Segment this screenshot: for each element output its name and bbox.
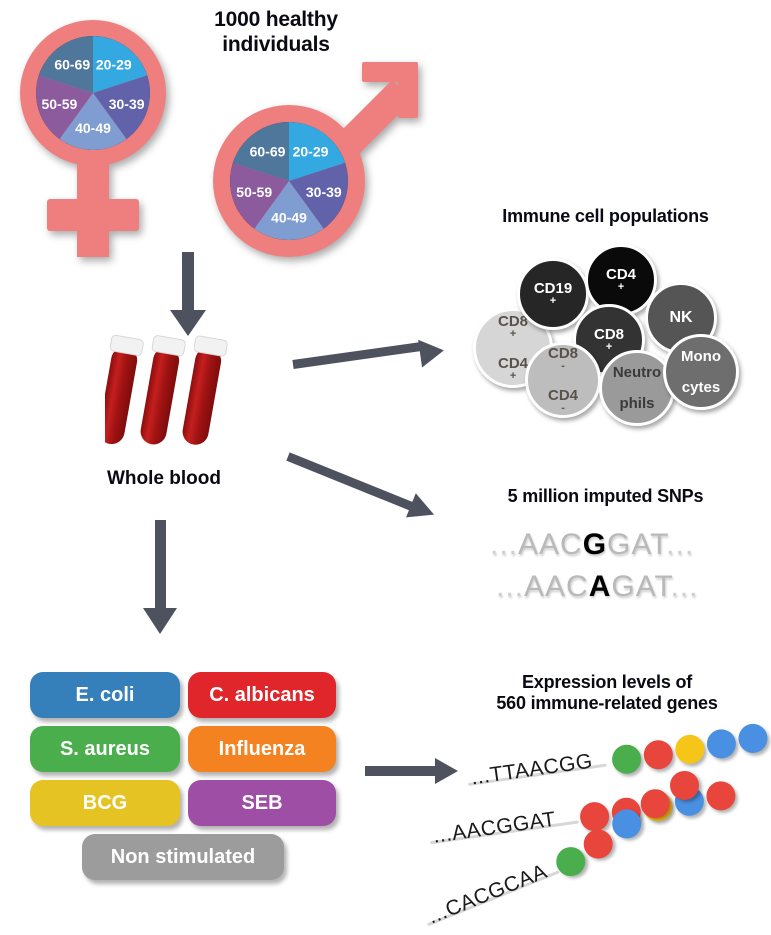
expression-title-line1: Expression levels of <box>521 672 693 692</box>
female-slice-40-49 <box>59 93 127 150</box>
male-label-30-39: 30-39 <box>306 184 342 200</box>
stimulus-influenza[interactable]: Influenza <box>188 726 336 772</box>
snp1-variant: G <box>582 528 608 561</box>
male-pie-svg: 20-29 30-39 40-49 50-59 60-69 <box>230 122 348 240</box>
stimulus-seb-label: SEB <box>241 791 283 814</box>
bead-red <box>578 800 611 834</box>
male-slice-40-49 <box>254 181 324 240</box>
female-label-60-69: 60-69 <box>54 56 90 72</box>
male-slice-60-69 <box>232 122 289 181</box>
cell-cd8p-cd4p-line2: CD4 + <box>497 354 528 382</box>
snp1-prefix: ... <box>490 528 519 561</box>
stimulus-bcg-label: BCG <box>82 791 128 814</box>
bead-green <box>610 742 643 776</box>
stimulus-seb[interactable]: SEB <box>188 780 336 826</box>
bead-blue <box>705 727 738 761</box>
cell-cd4p: CD4 + <box>585 244 657 316</box>
female-label-40-49: 40-49 <box>75 120 111 136</box>
male-label-50-59: 50-59 <box>236 184 272 200</box>
cohort-title-line2: individuals <box>222 32 330 56</box>
blood-tubes-svg <box>98 334 228 445</box>
cell-cd4p-label: CD4 + <box>605 265 636 294</box>
snp2-suffix: ... <box>670 570 699 603</box>
cell-cd8n-cd4n-line2: CD4- <box>547 386 578 414</box>
cell-cd8p-label: CD8 + <box>593 325 624 354</box>
male-label-20-29: 20-29 <box>293 143 329 159</box>
bead-red <box>641 738 675 772</box>
male-symbol: 20-29 30-39 40-49 50-59 60-69 <box>205 60 430 260</box>
stimulus-s-aureus[interactable]: S. aureus <box>30 726 180 772</box>
stimulus-e-coli[interactable]: E. coli <box>30 672 180 718</box>
female-age-pie: 20-29 30-39 40-49 50-59 60-69 <box>36 36 150 150</box>
female-pie-svg: 20-29 30-39 40-49 50-59 60-69 <box>36 36 150 150</box>
female-slice-50-59 <box>36 75 93 140</box>
cell-monocytes: Mono cytes <box>663 334 739 410</box>
page-title-cohort: 1000 healthy individuals <box>176 8 376 58</box>
blood-tubes <box>98 330 245 470</box>
cell-nk-label: NK <box>669 308 693 326</box>
snp2-variant: A <box>588 570 612 603</box>
stimulus-e-coli-label: E. coli <box>75 683 135 706</box>
expression-strands: ...TTAACGG ...AACGGAT ...CACGCAA <box>425 722 771 928</box>
cell-monocytes-line1: Mono <box>681 348 721 366</box>
stimulus-c-albicans[interactable]: C. albicans <box>188 672 336 718</box>
bead-red <box>704 779 738 813</box>
snp2-right: GAT <box>611 570 671 603</box>
section-title-expression: Expression levels of 560 immune-related … <box>452 672 762 714</box>
section-title-immune: Immune cell populations <box>502 206 709 226</box>
snp2-prefix: ... <box>496 570 525 603</box>
female-slice-60-69 <box>38 36 93 93</box>
stimulus-c-albicans-label: C. albicans <box>209 683 315 706</box>
female-label-30-39: 30-39 <box>109 96 145 112</box>
male-arrow-head-side <box>398 62 418 118</box>
stimulus-s-aureus-label: S. aureus <box>59 737 151 760</box>
snp1-right: GAT <box>607 528 667 561</box>
expression-title-line2: 560 immune-related genes <box>496 693 718 714</box>
snp-allele-1: ...AACGGAT... <box>490 528 694 562</box>
stimulus-influenza-label: Influenza <box>218 737 306 760</box>
cell-cd8n-cd4n-line1: CD8- <box>547 345 578 373</box>
female-label-50-59: 50-59 <box>41 96 77 112</box>
stimulus-non-stimulated[interactable]: Non stimulated <box>82 834 284 880</box>
cell-monocytes-line2: cytes <box>681 378 721 396</box>
snp1-suffix: ... <box>666 528 695 561</box>
female-label-20-29: 20-29 <box>96 56 132 72</box>
male-label-60-69: 60-69 <box>250 143 286 159</box>
snp-sequences: ...AACGGAT... ...AACAGAT... <box>490 528 740 618</box>
cell-cd19p-label: CD19 + <box>533 279 573 308</box>
male-age-pie: 20-29 30-39 40-49 50-59 60-69 <box>230 122 348 240</box>
female-symbol: 20-29 30-39 40-49 50-59 60-69 <box>10 12 195 257</box>
snp-allele-2: ...AACAGAT... <box>496 570 699 604</box>
whole-blood-label: Whole blood <box>107 468 221 489</box>
stimulus-bcg[interactable]: BCG <box>30 780 180 826</box>
expression-strand-2-sequence: ...AACGGAT <box>431 807 558 848</box>
snp2-left: AAC <box>524 570 589 603</box>
cell-cd8p-cd4p-line1: CD8 + <box>497 313 528 341</box>
cell-neutrophils-line2: phils <box>619 394 655 412</box>
bead-red <box>636 784 675 823</box>
bead-blue <box>736 722 770 755</box>
cohort-title-line1: 1000 healthy <box>214 8 338 31</box>
section-title-snps: 5 million imputed SNPs <box>507 486 704 506</box>
stimulus-non-stimulated-label: Non stimulated <box>110 845 256 868</box>
cell-cd8n-cd4n: CD8- CD4- <box>525 342 601 418</box>
expression-strand-1-sequence: ...TTAACGG <box>469 749 595 790</box>
male-slice-30-39 <box>289 162 348 229</box>
male-slice-50-59 <box>230 162 289 229</box>
female-slice-20-29 <box>93 36 148 93</box>
stimuli-panel: E. coli C. albicans S. aureus Influenza … <box>30 672 340 892</box>
female-stem-horizontal <box>47 199 139 231</box>
expression-strand-3-sequence: ...CACGCAA <box>424 859 551 929</box>
snp1-left: AAC <box>518 528 583 561</box>
bead-yellow <box>673 732 707 766</box>
cell-neutrophils-line1: Neutro <box>612 364 662 382</box>
female-slice-30-39 <box>93 75 150 140</box>
immune-cell-cluster: CD8 + CD4 + CD19 + CD4 + NK CD8 + CD8- CD4- <box>455 230 760 435</box>
male-label-40-49: 40-49 <box>271 209 307 225</box>
male-slice-20-29 <box>289 122 346 181</box>
